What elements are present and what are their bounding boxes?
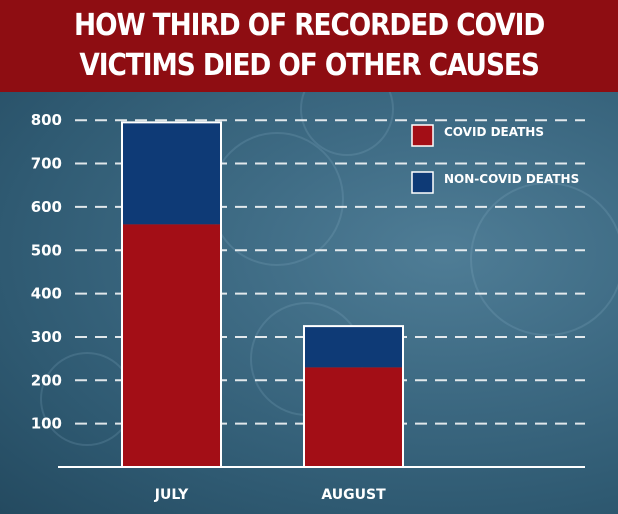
bar-segment-covid bbox=[122, 224, 221, 467]
y-tick-label: 800 bbox=[31, 111, 62, 129]
x-category-label: AUGUST bbox=[321, 487, 386, 503]
title-banner: HOW THIRD OF RECORDED COVID VICTIMS DIED… bbox=[0, 0, 618, 92]
legend-label: NON-COVID DEATHS bbox=[444, 172, 579, 186]
virus-decoration bbox=[470, 182, 618, 336]
bar-segment-covid bbox=[304, 367, 403, 467]
bar-segment-non-covid bbox=[122, 122, 221, 225]
bar-segment-non-covid bbox=[304, 326, 403, 368]
y-tick-label: 300 bbox=[31, 328, 62, 346]
legend-swatch bbox=[411, 124, 434, 147]
chart-title-line-1: HOW THIRD OF RECORDED COVID bbox=[73, 8, 545, 43]
y-tick-label: 600 bbox=[31, 198, 62, 216]
y-tick-label: 500 bbox=[31, 241, 62, 259]
legend-swatch bbox=[411, 171, 434, 194]
legend-label: COVID DEATHS bbox=[444, 125, 544, 139]
y-tick-label: 700 bbox=[31, 155, 62, 173]
y-tick-label: 100 bbox=[31, 415, 62, 433]
chart-title-line-2: VICTIMS DIED OF OTHER CAUSES bbox=[79, 48, 540, 83]
y-tick-label: 200 bbox=[31, 371, 62, 389]
y-tick-label: 400 bbox=[31, 285, 62, 303]
x-category-label: JULY bbox=[154, 487, 189, 503]
